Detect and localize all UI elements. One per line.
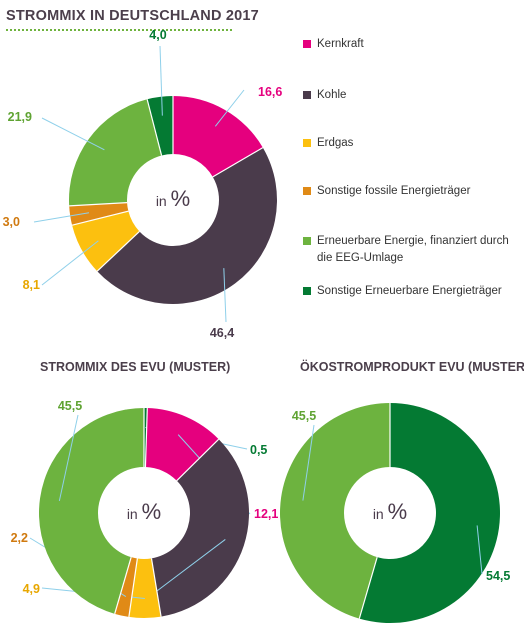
center-label-prefix: in — [373, 506, 388, 522]
leader-line — [58, 414, 79, 502]
slice-separator — [144, 408, 148, 468]
legend-swatch — [303, 139, 311, 147]
pie-slice — [128, 558, 162, 619]
data-label: 46,4 — [210, 326, 234, 340]
leader-line — [302, 424, 315, 501]
data-label: 0,5 — [250, 443, 267, 457]
data-label: 54,5 — [486, 569, 510, 583]
pie-slice — [151, 439, 250, 617]
slice-separator — [150, 558, 162, 617]
pie-slice — [173, 96, 263, 177]
pie-slice — [147, 96, 173, 156]
data-label: 3,0 — [3, 215, 20, 229]
center-label: in % — [156, 186, 190, 211]
leader-line — [144, 539, 226, 601]
leader-line — [159, 45, 163, 116]
center-label-prefix: in — [127, 506, 142, 522]
pie-slice — [39, 408, 144, 614]
data-label: 21,9 — [8, 110, 32, 124]
chart-title: STROMMIX IN DEUTSCHLAND 2017 — [6, 8, 259, 24]
legend-swatch — [303, 187, 311, 195]
legend-label: Erdgas — [317, 137, 354, 149]
slice-separator — [212, 147, 264, 178]
data-label: 8,1 — [23, 278, 40, 292]
slice-separator — [96, 231, 140, 272]
legend-swatch — [303, 237, 311, 245]
pie-slice — [114, 557, 138, 617]
title-underline — [6, 29, 232, 31]
data-label: 16,6 — [258, 85, 282, 99]
donut-chart-1: 16,6 46,4 8,1 3,0 21,9 4,0 in % — [3, 28, 283, 340]
leader-line — [223, 268, 227, 323]
pie-slice — [69, 202, 129, 226]
donut-chart-2: 0,512,134,84,92,245,5in % — [11, 399, 278, 619]
slice-separator — [176, 438, 220, 482]
pie-slice — [279, 403, 390, 619]
legend-swatch — [303, 40, 311, 48]
pie-slice — [145, 408, 219, 481]
donut-chart-3: 54,5 45,5 in % — [279, 403, 510, 623]
data-label: 4,0 — [149, 28, 166, 42]
slice-separator — [128, 558, 138, 617]
pie-slice — [72, 211, 140, 272]
leader-line — [33, 212, 90, 223]
data-label: 2,2 — [11, 531, 28, 545]
center-label: in % — [373, 499, 407, 524]
center-label-unit: % — [142, 499, 162, 524]
legend-label: Kernkraft — [317, 38, 364, 50]
center-label-unit: % — [171, 186, 191, 211]
data-label: 4,9 — [23, 582, 40, 596]
slice-separator — [71, 210, 129, 226]
leader-line — [476, 525, 483, 575]
slice-separator — [146, 99, 163, 156]
legend-label: Sonstige fossile Energieträger — [317, 185, 471, 197]
center-label-unit: % — [388, 499, 408, 524]
slice-separator — [69, 202, 128, 207]
slice-separator — [114, 557, 132, 614]
data-label: 12,1 — [254, 507, 278, 521]
legend-swatch — [303, 287, 311, 295]
pie-slice — [97, 147, 278, 305]
pie-slice — [69, 99, 162, 206]
slice-separator — [358, 557, 378, 619]
subtitle-oekostrom: ÖKOSTROMPRODUKT EVU (MUSTER) — [300, 360, 524, 374]
legend-swatch — [303, 91, 311, 99]
subtitle-evu: STROMMIX DES EVU (MUSTER) — [40, 360, 231, 374]
leader-line — [214, 89, 245, 127]
leader-line — [41, 240, 99, 286]
legend-label: Kohle — [317, 89, 347, 101]
pie-slice — [359, 403, 500, 623]
legend-label: Erneuerbare Energie, finanziert durch di… — [317, 235, 509, 264]
center-label: in % — [127, 499, 161, 524]
data-label: 45,5 — [58, 399, 82, 413]
legend-label: Sonstige Erneuerbare Energieträger — [317, 285, 502, 297]
data-label: 45,5 — [292, 409, 316, 423]
leader-line — [41, 117, 105, 151]
center-label-prefix: in — [156, 193, 171, 209]
